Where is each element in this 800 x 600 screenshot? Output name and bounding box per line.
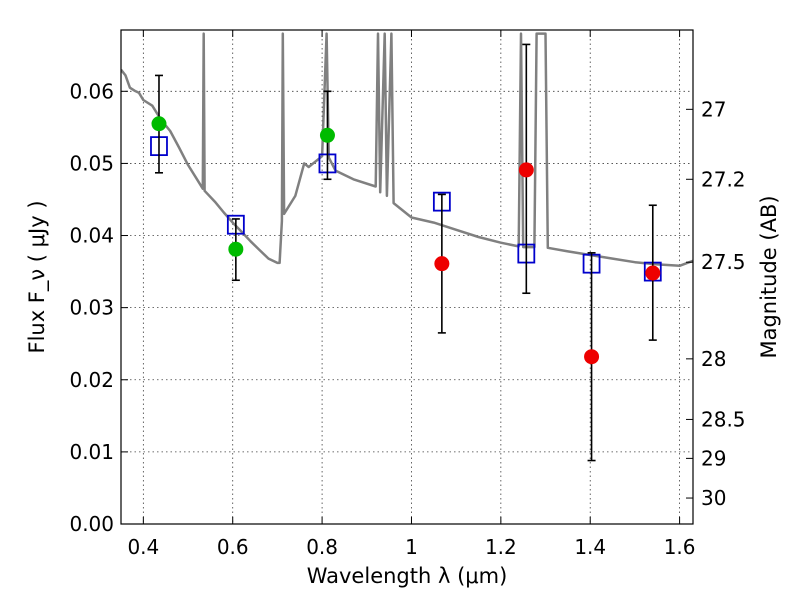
photometry-points	[151, 43, 661, 462]
detection-point	[319, 127, 335, 143]
y-tick-label: 0.03	[69, 296, 114, 320]
plot-background	[121, 30, 693, 524]
x-axis-label: Wavelength λ (μm)	[307, 564, 508, 588]
y2-tick-label: 28	[701, 347, 726, 371]
plot-frame	[120, 29, 694, 525]
y-tick-label: 0.01	[69, 440, 114, 464]
y2-tick-label: 27.5	[701, 250, 746, 274]
x-tick-label: 0.4	[127, 535, 159, 559]
x-tick-label: 1.2	[485, 535, 517, 559]
y-tick-label: 0.00	[69, 512, 114, 536]
upper-limit-point	[645, 265, 661, 281]
y2-tick-label: 30	[701, 486, 726, 510]
x-tick-label: 0.6	[217, 535, 249, 559]
upper-limit-point	[434, 256, 450, 272]
detection-point	[151, 116, 167, 132]
x-tick-label: 1	[405, 535, 418, 559]
y-tick-label: 0.06	[69, 79, 114, 103]
x-tick-label: 0.8	[306, 535, 338, 559]
y2-tick-label: 29	[701, 446, 726, 470]
detection-point	[228, 241, 244, 257]
x-tick-label: 1.4	[574, 535, 606, 559]
y-axis-label: Flux F_ν ( μJy )	[25, 200, 50, 353]
y-tick-label: 0.02	[69, 368, 114, 392]
y2-tick-label: 27	[701, 97, 726, 121]
y2-axis-label: Magnitude (AB)	[757, 195, 781, 358]
x-tick-label: 1.6	[664, 535, 696, 559]
y2-tick-label: 28.5	[701, 407, 746, 431]
y-tick-label: 0.04	[69, 224, 114, 248]
axis-ticks	[121, 30, 693, 525]
tick-labels: 0.4 0.6 0.8 1 1.2 1.4 1.6 0.00 0.01 0.02 0.03 0.04 0…	[69, 79, 745, 559]
upper-limit-point	[518, 162, 534, 178]
y-tick-label: 0.05	[69, 151, 114, 175]
y2-tick-label: 27.2	[701, 167, 746, 191]
upper-limit-point	[584, 349, 600, 365]
